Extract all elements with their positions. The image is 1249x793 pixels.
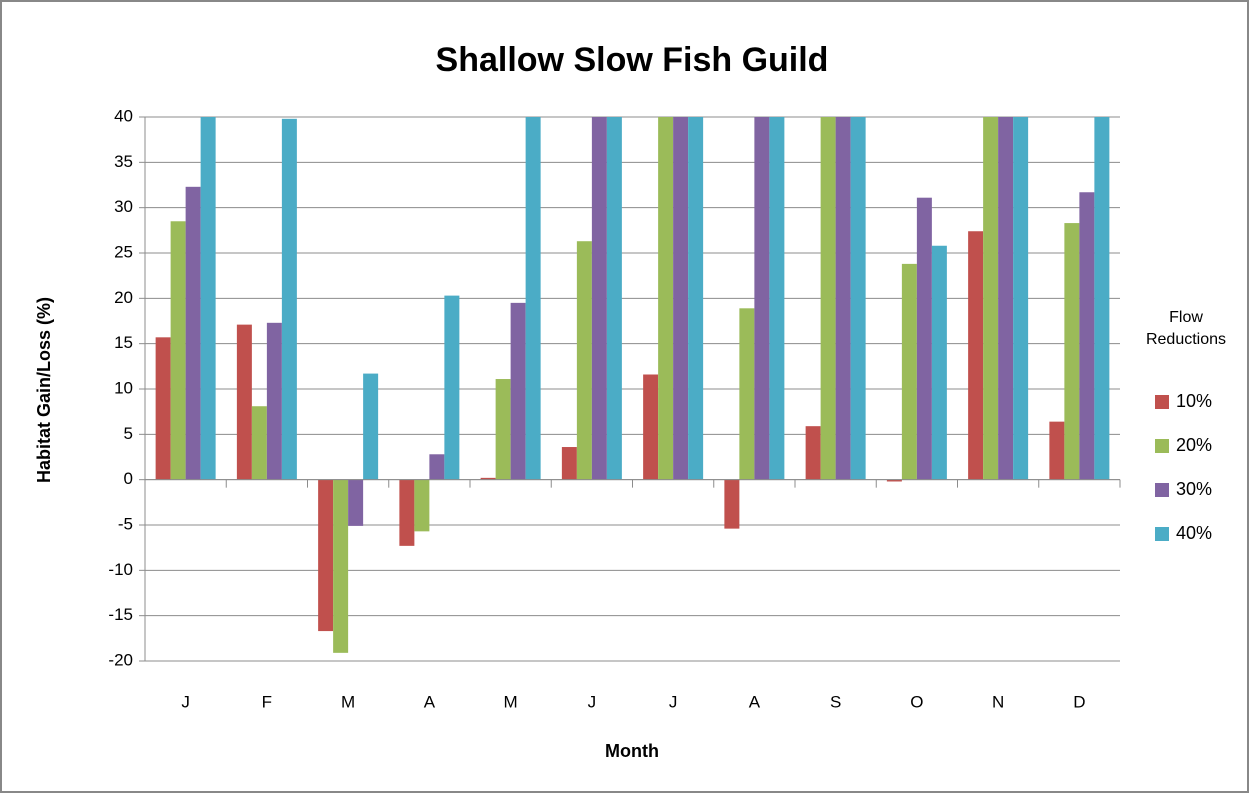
x-tick-label: J	[588, 692, 597, 711]
bar	[480, 477, 496, 480]
y-tick-label: -20	[108, 650, 133, 669]
legend-swatch	[1155, 483, 1169, 497]
bar	[170, 221, 186, 480]
bar	[1079, 192, 1095, 480]
bar	[200, 117, 216, 480]
bar	[643, 374, 659, 480]
bar	[251, 406, 267, 480]
bar	[525, 117, 541, 480]
bar	[724, 479, 740, 529]
bar	[363, 373, 379, 480]
bar	[886, 479, 902, 482]
bar	[155, 337, 171, 480]
bar	[998, 117, 1014, 480]
bar	[281, 118, 297, 480]
bar	[348, 479, 364, 526]
y-axis-label: Habitat Gain/Loss (%)	[34, 297, 54, 483]
bar	[805, 426, 821, 480]
x-tick-label: A	[424, 692, 436, 711]
legend-label: 40%	[1176, 523, 1212, 543]
legend-label: 30%	[1176, 479, 1212, 499]
y-tick-label: 0	[124, 469, 133, 488]
bar	[968, 231, 984, 480]
bar	[318, 479, 334, 632]
bar	[266, 322, 282, 480]
bar	[333, 479, 349, 653]
bar	[510, 302, 526, 480]
legend-swatch	[1155, 527, 1169, 541]
bar	[185, 186, 201, 480]
y-tick-label: 40	[114, 106, 133, 125]
legend-label: 20%	[1176, 435, 1212, 455]
y-tick-label: 10	[114, 378, 133, 397]
y-tick-label: -5	[118, 514, 133, 533]
x-tick-label: N	[992, 692, 1004, 711]
x-tick-label: J	[181, 692, 190, 711]
bar	[739, 308, 755, 480]
y-tick-label: 25	[114, 242, 133, 261]
bar	[835, 117, 851, 480]
bar	[399, 479, 415, 546]
x-tick-label: M	[504, 692, 518, 711]
y-tick-label: 5	[124, 424, 133, 443]
x-tick-label: O	[910, 692, 923, 711]
bar	[673, 117, 689, 480]
bar	[850, 117, 866, 480]
x-tick-label: A	[749, 692, 761, 711]
bar	[495, 379, 511, 480]
bar	[236, 324, 252, 480]
bar	[820, 117, 836, 480]
bar	[1064, 223, 1080, 480]
bar	[1049, 421, 1065, 480]
x-tick-label: D	[1073, 692, 1085, 711]
y-tick-label: 35	[114, 152, 133, 171]
bar	[576, 241, 592, 480]
bar	[1013, 117, 1029, 480]
bar	[606, 117, 622, 480]
bar	[769, 117, 785, 480]
y-tick-label: 20	[114, 288, 133, 307]
y-tick-label: -15	[108, 605, 133, 624]
y-tick-label: 15	[114, 333, 133, 352]
bar	[901, 263, 917, 480]
x-axis-label: Month	[605, 741, 659, 761]
x-tick-label: F	[262, 692, 272, 711]
bar	[658, 117, 674, 480]
y-tick-label: 30	[114, 197, 133, 216]
bar	[414, 479, 430, 532]
chart-title: Shallow Slow Fish Guild	[436, 41, 829, 79]
legend-label: 10%	[1176, 391, 1212, 411]
legend-swatch	[1155, 395, 1169, 409]
legend-swatch	[1155, 439, 1169, 453]
bar	[429, 454, 445, 480]
bar	[1094, 117, 1110, 480]
x-tick-label: M	[341, 692, 355, 711]
bar	[561, 447, 577, 480]
y-tick-label: -10	[108, 560, 133, 579]
bar	[983, 117, 999, 480]
x-tick-label: S	[830, 692, 841, 711]
bar	[688, 117, 704, 480]
bar	[591, 117, 607, 480]
bar	[444, 295, 460, 480]
legend-title: Reductions	[1146, 331, 1226, 348]
bar	[754, 117, 770, 480]
legend-title: Flow	[1169, 309, 1203, 326]
bar	[916, 197, 932, 480]
x-tick-label: J	[669, 692, 678, 711]
bar	[931, 245, 947, 480]
